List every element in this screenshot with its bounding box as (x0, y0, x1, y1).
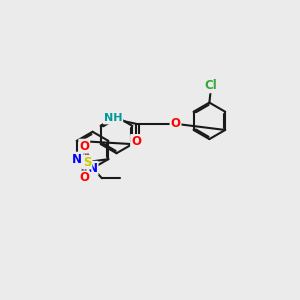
Text: S: S (83, 156, 92, 169)
Text: Cl: Cl (205, 79, 217, 92)
Text: NH: NH (104, 113, 122, 124)
Text: O: O (79, 172, 89, 184)
Text: O: O (170, 117, 181, 130)
Text: O: O (131, 135, 141, 148)
Text: O: O (79, 140, 89, 153)
Text: N: N (72, 153, 82, 166)
Text: N: N (88, 162, 98, 175)
